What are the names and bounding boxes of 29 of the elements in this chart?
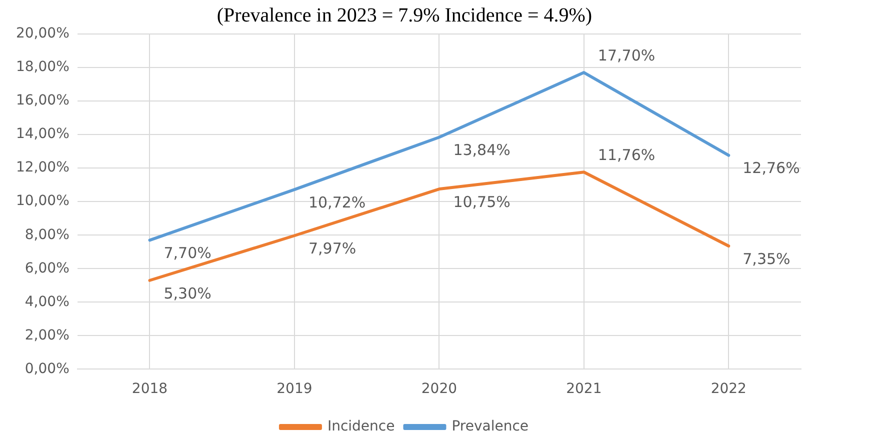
y-tick-label: 18,00%	[16, 59, 70, 76]
legend-label: Incidence	[327, 418, 395, 435]
data-label: 7,70%	[164, 244, 212, 262]
legend-label: Prevalence	[452, 418, 529, 435]
data-label: 10,75%	[453, 192, 510, 211]
y-tick-label: 16,00%	[16, 92, 70, 109]
y-tick-label: 6,00%	[24, 260, 70, 276]
y-tick-label: 12,00%	[16, 160, 70, 176]
y-tick-label: 20,00%	[16, 26, 70, 42]
x-tick-label: 2018	[132, 381, 168, 398]
data-label: 7,97%	[308, 240, 356, 258]
data-label: 13,84%	[453, 141, 510, 160]
data-label: 17,70%	[598, 46, 656, 64]
x-tick-label: 2021	[566, 381, 602, 398]
data-label: 7,35%	[742, 250, 790, 268]
x-tick-label: 2019	[276, 381, 312, 398]
chart-title: (Prevalence in 2023 = 7.9% Incidence = 4.9%)	[216, 4, 592, 26]
data-label: 5,30%	[164, 284, 212, 302]
y-tick-label: 10,00%	[16, 193, 70, 210]
data-label: 11,76%	[598, 146, 656, 164]
data-label: 12,76%	[742, 159, 800, 178]
x-tick-label: 2022	[710, 381, 746, 398]
y-tick-label: 0,00%	[24, 360, 70, 377]
y-tick-label: 14,00%	[16, 126, 70, 142]
data-label: 10,72%	[308, 193, 366, 212]
x-tick-label: 2020	[421, 381, 458, 398]
y-tick-label: 2,00%	[24, 327, 70, 344]
y-tick-label: 8,00%	[24, 226, 70, 243]
y-tick-label: 4,00%	[24, 294, 70, 310]
